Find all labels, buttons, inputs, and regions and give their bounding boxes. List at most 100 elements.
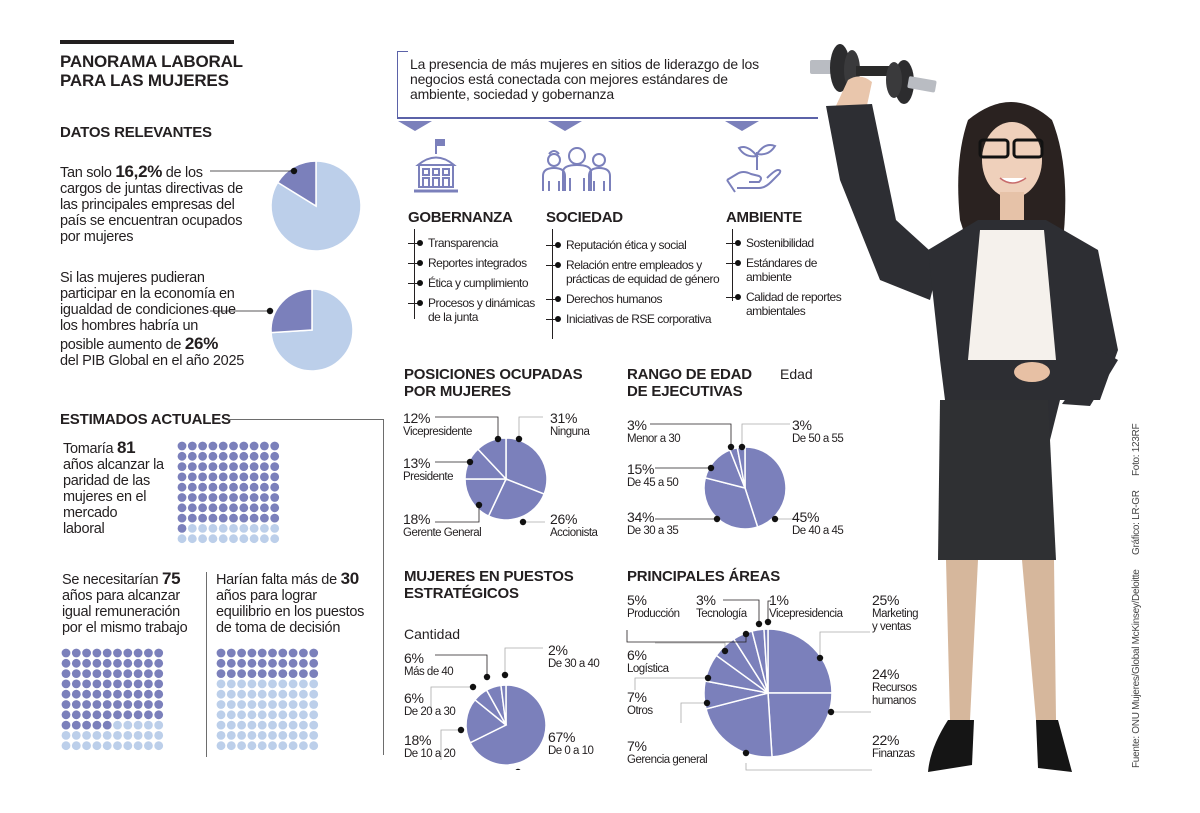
label-name: Finanzas bbox=[872, 748, 915, 760]
waffle-dot-empty bbox=[216, 679, 226, 689]
estimado-2-highlight: 75 bbox=[162, 569, 181, 588]
waffle-dot-empty bbox=[299, 720, 308, 730]
label-0-10: 67% De 0 a 10 bbox=[548, 729, 594, 758]
leader-line bbox=[440, 729, 461, 760]
leader-dot bbox=[727, 443, 735, 451]
list-item-text: de la junta bbox=[428, 310, 478, 324]
waffle-dot-filled bbox=[270, 503, 280, 513]
waffle-dot-filled bbox=[71, 720, 81, 730]
waffle-dot-empty bbox=[268, 679, 277, 689]
list-item-text: Sostenibilidad bbox=[746, 236, 814, 250]
skirt bbox=[938, 400, 1056, 560]
waffle-dot-filled bbox=[92, 689, 102, 699]
waffle-dot-filled bbox=[187, 482, 197, 492]
waffle-dot-empty bbox=[288, 720, 298, 730]
chart-title-line: RANGO DE EDAD bbox=[627, 366, 752, 383]
waffle-dot-empty bbox=[299, 679, 308, 689]
leader-line bbox=[745, 763, 872, 771]
waffle-dot-filled bbox=[154, 700, 164, 709]
label-name: Vicepresidente bbox=[403, 426, 472, 438]
waffle-dot-empty bbox=[144, 741, 153, 751]
intro-line: ambiente, sociedad y gobernanza bbox=[410, 86, 614, 102]
waffle-dot-filled bbox=[123, 679, 133, 689]
list-item-text: Reputación ética y social bbox=[566, 238, 687, 252]
people-group-icon bbox=[542, 147, 611, 191]
raised-arm bbox=[826, 104, 940, 300]
waffle-dot-empty bbox=[239, 534, 249, 544]
list-item: Iniciativas de RSE corporativa bbox=[545, 312, 719, 326]
label-pct: 1% bbox=[769, 592, 789, 608]
list-item-text: Iniciativas de RSE corporativa bbox=[566, 312, 712, 326]
waffle-dot-filled bbox=[229, 462, 238, 471]
hand-plant-icon bbox=[726, 144, 782, 193]
estimado-2-line: por el mismo trabajo bbox=[62, 620, 188, 636]
waffle-dot-empty bbox=[216, 731, 226, 740]
pie-slice-vicepresidencia bbox=[763, 628, 769, 694]
waffle-dot-filled bbox=[239, 503, 249, 513]
waffle-dot-filled bbox=[247, 669, 257, 678]
waffle-dot-filled bbox=[270, 513, 280, 523]
waffle-dot-empty bbox=[309, 741, 319, 751]
list-item: Transparencia bbox=[408, 236, 535, 250]
waffle-dot-filled bbox=[270, 441, 280, 451]
waffle-dot-filled bbox=[278, 648, 288, 658]
leg-left bbox=[946, 560, 978, 720]
waffle-dot-filled bbox=[123, 669, 133, 678]
pie-slice-de-0-a-10 bbox=[469, 684, 547, 766]
category-sociedad: SOCIEDAD Reputación ética y social Relac… bbox=[545, 209, 720, 339]
waffle-dot-empty bbox=[226, 700, 236, 709]
pie-slice-de-30-a-40 bbox=[500, 684, 507, 726]
waffle-dot-filled bbox=[218, 493, 228, 502]
estimado-3-highlight: 30 bbox=[340, 569, 360, 588]
dato-2-prefix: posible aumento de bbox=[60, 337, 185, 353]
label-name: Otros bbox=[627, 705, 653, 717]
leader-dot bbox=[515, 435, 523, 443]
waffle-dot-empty bbox=[133, 741, 143, 751]
waffle-dot-filled bbox=[270, 472, 280, 482]
waffle-dot-filled bbox=[177, 493, 187, 502]
label-pct: 6% bbox=[404, 690, 424, 706]
waffle-dot-filled bbox=[82, 679, 91, 689]
label-pct: 67% bbox=[548, 729, 576, 745]
waffle-dot-empty bbox=[288, 741, 298, 751]
waffle-dot-empty bbox=[113, 720, 122, 730]
dato-2-line: igualdad de condiciones que bbox=[60, 302, 236, 318]
waffle-dot-filled bbox=[71, 689, 81, 699]
waffle-dot-empty bbox=[278, 710, 288, 720]
waffle-dot-empty bbox=[288, 710, 298, 720]
waffle-dot-filled bbox=[260, 493, 269, 502]
waffle-dot-filled bbox=[270, 451, 280, 461]
waffle-dot-empty bbox=[216, 700, 226, 709]
waffle-dot-filled bbox=[198, 503, 207, 513]
estimado-1-line: laboral bbox=[63, 521, 105, 537]
waffle-dot-filled bbox=[309, 648, 319, 658]
waffle-dot-filled bbox=[237, 648, 246, 658]
waffle-dot-empty bbox=[299, 741, 308, 751]
waffle-dot-empty bbox=[216, 710, 226, 720]
label-gerente-general: 18% Gerente General bbox=[403, 512, 482, 540]
waffle-dot-filled bbox=[102, 710, 112, 720]
intro-arrows bbox=[398, 121, 759, 131]
waffle-dot-filled bbox=[187, 493, 197, 502]
leader-dot bbox=[755, 620, 763, 628]
leader-dot bbox=[519, 518, 527, 526]
waffle-dot-filled bbox=[144, 689, 153, 699]
waffle-dot-filled bbox=[177, 472, 187, 482]
waffle-dot-empty bbox=[249, 534, 259, 544]
waffle-dot-filled bbox=[133, 648, 143, 658]
waffle-dot-empty bbox=[247, 700, 257, 709]
waffle-grid-81 bbox=[177, 441, 280, 544]
label-ninguna: 31% Ninguna bbox=[550, 411, 590, 439]
list-item-text: Reportes integrados bbox=[428, 256, 527, 270]
label-pct: 2% bbox=[548, 642, 568, 658]
waffle-dot-filled bbox=[71, 710, 81, 720]
waffle-dot-empty bbox=[198, 524, 207, 533]
estimado-1-line: años alcanzar la bbox=[63, 457, 164, 473]
leader-line bbox=[504, 647, 543, 675]
waffle-dot-filled bbox=[154, 679, 164, 689]
waffle-dot-filled bbox=[278, 658, 288, 668]
waffle-dot-filled bbox=[102, 700, 112, 709]
chart-title-line: DE EJECUTIVAS bbox=[627, 383, 743, 400]
waffle-dot-empty bbox=[113, 731, 122, 740]
waffle-dot-filled bbox=[177, 524, 187, 533]
